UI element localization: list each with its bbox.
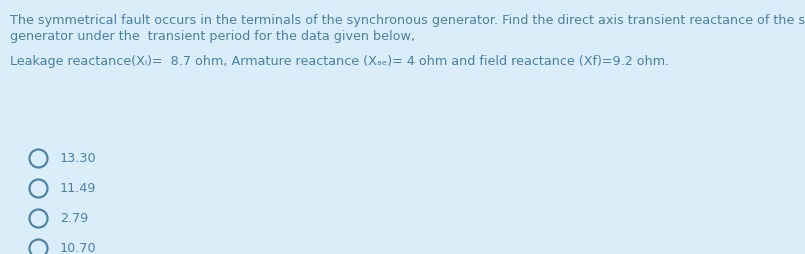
- Text: 2.79: 2.79: [60, 212, 89, 225]
- Text: 13.30: 13.30: [60, 151, 97, 165]
- Text: generator under the  transient period for the data given below,: generator under the transient period for…: [10, 30, 415, 43]
- Text: The symmetrical fault occurs in the terminals of the synchronous generator. Find: The symmetrical fault occurs in the term…: [10, 14, 805, 27]
- Text: Leakage reactance(Xₗ)=  8.7 ohm, Armature reactance (Xₐₑ)= 4 ohm and field react: Leakage reactance(Xₗ)= 8.7 ohm, Armature…: [10, 55, 669, 68]
- Text: 10.70: 10.70: [60, 242, 97, 254]
- Text: 11.49: 11.49: [60, 182, 97, 195]
